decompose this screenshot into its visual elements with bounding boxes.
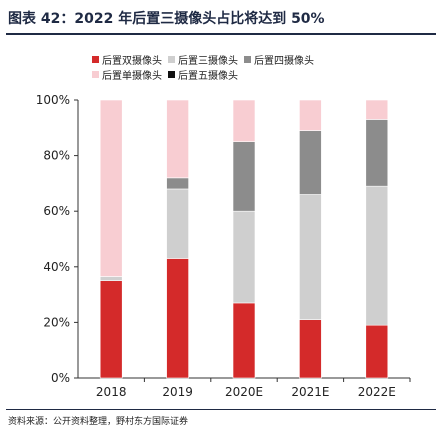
legend-label-dual: 后置双摄像头 bbox=[102, 56, 162, 67]
chart-legend: 后置双摄像头 后置三摄像头 后置四摄像头 后置单摄像头 后置五摄像头 bbox=[92, 52, 392, 82]
source-divider bbox=[6, 409, 436, 410]
legend-swatch-triple bbox=[168, 56, 175, 63]
legend-item-dual: 后置双摄像头 bbox=[92, 52, 162, 67]
legend-item-quad: 后置四摄像头 bbox=[244, 52, 314, 67]
y-tick-label: 60% bbox=[43, 204, 70, 218]
legend-row-2: 后置单摄像头 后置五摄像头 bbox=[92, 67, 392, 82]
bar-segment bbox=[299, 130, 322, 195]
bar-segment bbox=[166, 177, 189, 190]
bar-segment bbox=[166, 99, 189, 179]
bar-segment bbox=[166, 258, 189, 379]
bar-segment bbox=[299, 319, 322, 379]
page-title: 图表 42：2022 年后置三摄像头占比将达到 50% bbox=[8, 11, 325, 27]
legend-label-single: 后置单摄像头 bbox=[102, 71, 162, 82]
legend-swatch-single bbox=[92, 71, 99, 78]
bar-segment bbox=[365, 119, 389, 187]
y-tick-label: 20% bbox=[43, 315, 70, 329]
y-tick-label: 0% bbox=[51, 371, 70, 385]
legend-swatch-quad bbox=[244, 56, 251, 63]
bar-segment bbox=[232, 99, 256, 143]
bar-segment bbox=[166, 188, 189, 259]
bar-segment bbox=[99, 99, 123, 277]
x-tick-label: 2020E bbox=[225, 385, 263, 399]
title-divider bbox=[6, 33, 436, 35]
bar-segment bbox=[232, 302, 256, 379]
legend-item-triple: 后置三摄像头 bbox=[168, 52, 238, 67]
bar-segment bbox=[299, 99, 322, 131]
bar-segment bbox=[232, 141, 256, 212]
x-tick-label: 2021E bbox=[291, 385, 329, 399]
x-tick-label: 2022E bbox=[358, 385, 396, 399]
bar-segment bbox=[365, 185, 389, 326]
bar-segment bbox=[99, 276, 123, 281]
legend-row-1: 后置双摄像头 后置三摄像头 后置四摄像头 bbox=[92, 52, 392, 67]
legend-label-quad: 后置四摄像头 bbox=[254, 56, 314, 67]
legend-item-penta: 后置五摄像头 bbox=[168, 67, 238, 82]
legend-label-penta: 后置五摄像头 bbox=[178, 71, 238, 82]
bar-segment bbox=[299, 194, 322, 320]
legend-item-single: 后置单摄像头 bbox=[92, 67, 162, 82]
legend-label-triple: 后置三摄像头 bbox=[178, 56, 238, 67]
y-tick-label: 80% bbox=[43, 149, 70, 163]
bar-segment bbox=[232, 210, 256, 304]
source-note: 资料来源：公开资料整理，野村东方国际证券 bbox=[8, 417, 189, 427]
x-tick-label: 2019 bbox=[162, 385, 193, 399]
y-tick-label: 40% bbox=[43, 260, 70, 274]
bar-segment bbox=[365, 99, 389, 120]
bar-segment bbox=[365, 324, 389, 379]
y-tick-label: 100% bbox=[36, 93, 70, 107]
bar-segment bbox=[99, 280, 123, 379]
x-tick-label: 2018 bbox=[96, 385, 127, 399]
legend-swatch-penta bbox=[168, 71, 175, 78]
legend-swatch-dual bbox=[92, 56, 99, 63]
